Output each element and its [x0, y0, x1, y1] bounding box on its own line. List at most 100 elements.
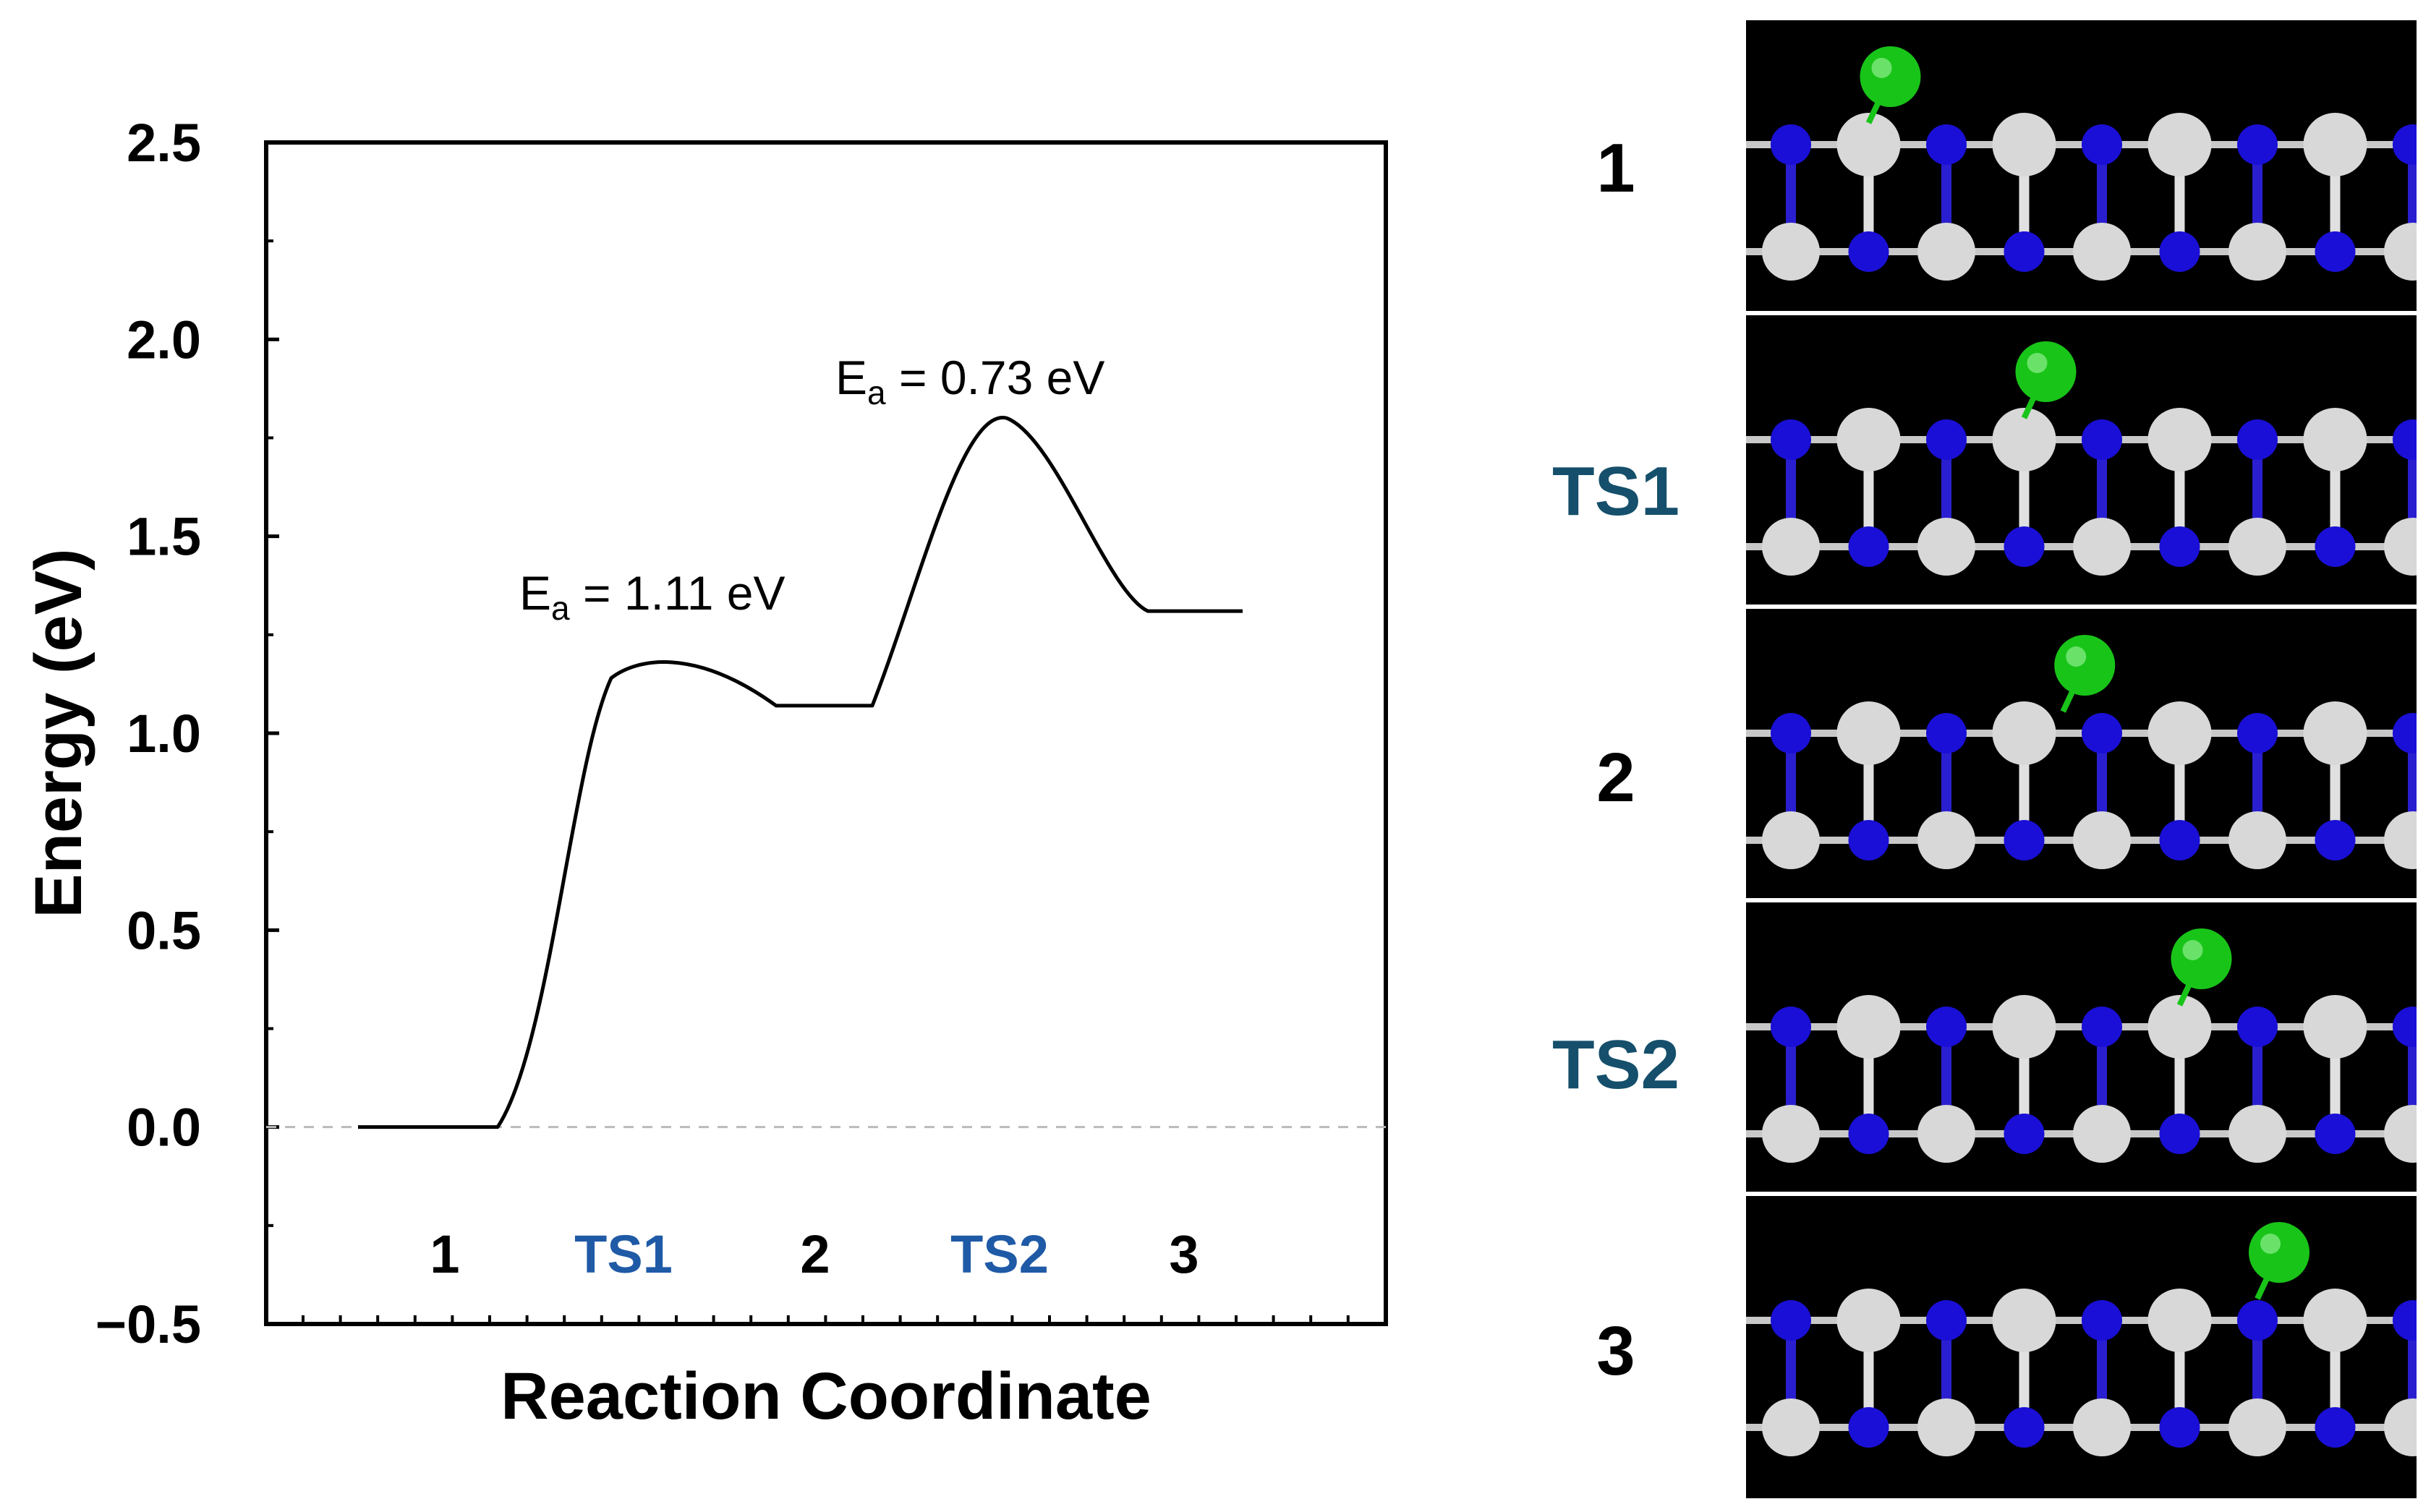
- metal-atom: [1836, 113, 1901, 176]
- nitrogen-atom: [2315, 1407, 2356, 1448]
- metal-atom: [1762, 223, 1820, 281]
- state-label-ts1: TS1: [574, 1224, 673, 1284]
- structure-image-2: [1746, 609, 2417, 898]
- y-tick-label: 2.0: [127, 309, 201, 370]
- nitrogen-atom: [1771, 1300, 1811, 1341]
- metal-atom: [2147, 701, 2212, 765]
- nitrogen-atom: [2159, 526, 2200, 567]
- metal-atom: [2228, 811, 2286, 869]
- plot-frame: [264, 140, 1388, 1326]
- nitrogen-atom: [2159, 1407, 2200, 1448]
- nitrogen-atom: [2393, 124, 2417, 165]
- structure-image-ts1: [1746, 315, 2417, 605]
- adsorbate-highlight: [2260, 1234, 2281, 1254]
- nitrogen-atom: [1926, 1007, 1967, 1047]
- y-tick-label: 1.5: [127, 507, 201, 567]
- metal-atom: [2384, 811, 2417, 869]
- metal-atom: [1762, 518, 1820, 576]
- structure-image-ts2: [1746, 902, 2417, 1192]
- metal-atom: [1917, 1398, 1975, 1456]
- metal-atom: [2147, 113, 2212, 176]
- metal-atom: [1836, 1289, 1901, 1352]
- axis-ticks: [266, 140, 1387, 1326]
- nitrogen-atom: [2393, 1300, 2417, 1341]
- nitrogen-atom: [2237, 1007, 2278, 1047]
- x-axis-label: Reaction Coordinate: [501, 1359, 1151, 1433]
- lattice: [1746, 341, 2417, 576]
- nitrogen-atom: [1771, 1007, 1811, 1047]
- nitrogen-atom: [2315, 820, 2356, 860]
- metal-atom: [2303, 408, 2367, 471]
- nitrogen-atom: [2004, 231, 2045, 272]
- nitrogen-atom: [2237, 124, 2278, 165]
- nitrogen-atom: [1926, 713, 1967, 753]
- lattice: [1746, 1222, 2417, 1456]
- metal-atom: [1762, 811, 1820, 869]
- nitrogen-atom: [2082, 419, 2122, 460]
- metal-atom: [2228, 1105, 2286, 1163]
- metal-atom: [1992, 408, 2056, 471]
- nitrogen-atom: [2082, 1300, 2122, 1341]
- structure-label-3: 3: [1596, 1312, 1635, 1390]
- metal-atom: [2147, 1289, 2212, 1352]
- nitrogen-atom: [2159, 231, 2200, 272]
- nitrogen-atom: [1848, 526, 1889, 567]
- nitrogen-atom: [1848, 1407, 1889, 1448]
- state-label-ts2: TS2: [950, 1224, 1049, 1284]
- metal-atom: [1992, 995, 2056, 1059]
- adsorbate-atom: [1860, 46, 1921, 107]
- nitrogen-atom: [1926, 419, 1967, 460]
- metal-atom: [1992, 701, 2056, 765]
- structure-image-3: [1746, 1196, 2417, 1498]
- metal-atom: [1836, 701, 1901, 765]
- nitrogen-atom: [1848, 231, 1889, 272]
- metal-atom: [1836, 995, 1901, 1059]
- structure-image-1: [1746, 20, 2417, 311]
- metal-atom: [2073, 223, 2131, 281]
- lattice: [1746, 928, 2417, 1163]
- y-axis-label: Energy (eV): [22, 548, 95, 918]
- energy-profile-chart: 2.5 2.0 1.5 1.0 0.5 0.0 −0.5 1 TS1 2 TS2 3 Ea = 1.…: [22, 113, 1388, 1433]
- metal-atom: [2073, 1398, 2131, 1456]
- metal-atom: [1917, 223, 1975, 281]
- metal-atom: [2384, 223, 2417, 281]
- metal-atom: [2303, 995, 2367, 1059]
- ea-annotation-ts1: Ea = 1.11 eV: [519, 566, 785, 627]
- adsorbate-atom: [2171, 928, 2232, 989]
- metal-atom: [2303, 113, 2367, 176]
- metal-atom: [1762, 1105, 1820, 1163]
- nitrogen-atom: [2393, 419, 2417, 460]
- nitrogen-atom: [2004, 526, 2045, 567]
- lattice: [1746, 635, 2417, 869]
- nitrogen-atom: [2315, 1114, 2356, 1154]
- nitrogen-atom: [1848, 820, 1889, 860]
- metal-atom: [2228, 518, 2286, 576]
- nitrogen-atom: [2159, 820, 2200, 860]
- metal-atom: [2073, 811, 2131, 869]
- y-tick-label: 0.0: [127, 1098, 201, 1158]
- structure-label-ts2: TS2: [1551, 1026, 1680, 1103]
- nitrogen-atom: [2315, 526, 2356, 567]
- adsorbate-highlight: [2027, 353, 2048, 373]
- state-label-1: 1: [430, 1224, 459, 1284]
- nitrogen-atom: [1926, 1300, 1967, 1341]
- ea-annotation-ts2: Ea = 0.73 eV: [835, 351, 1104, 411]
- nitrogen-atom: [2237, 1300, 2278, 1341]
- metal-atom: [2228, 1398, 2286, 1456]
- metal-atom: [2073, 518, 2131, 576]
- adsorbate-atom: [2054, 635, 2116, 696]
- structure-label-1: 1: [1596, 129, 1635, 207]
- nitrogen-atom: [1848, 1114, 1889, 1154]
- state-label-2: 2: [800, 1224, 830, 1284]
- energy-profile-line: [358, 416, 1243, 1129]
- metal-atom: [1992, 1289, 2056, 1352]
- nitrogen-atom: [2082, 713, 2122, 753]
- y-tick-label: 0.5: [127, 900, 201, 960]
- nitrogen-atom: [2004, 820, 2045, 860]
- metal-atom: [1992, 113, 2056, 176]
- nitrogen-atom: [2004, 1407, 2045, 1448]
- y-tick-label: 1.0: [127, 704, 201, 764]
- nitrogen-atom: [2082, 124, 2122, 165]
- adsorbate-atom: [2015, 341, 2077, 402]
- nitrogen-atom: [2082, 1007, 2122, 1047]
